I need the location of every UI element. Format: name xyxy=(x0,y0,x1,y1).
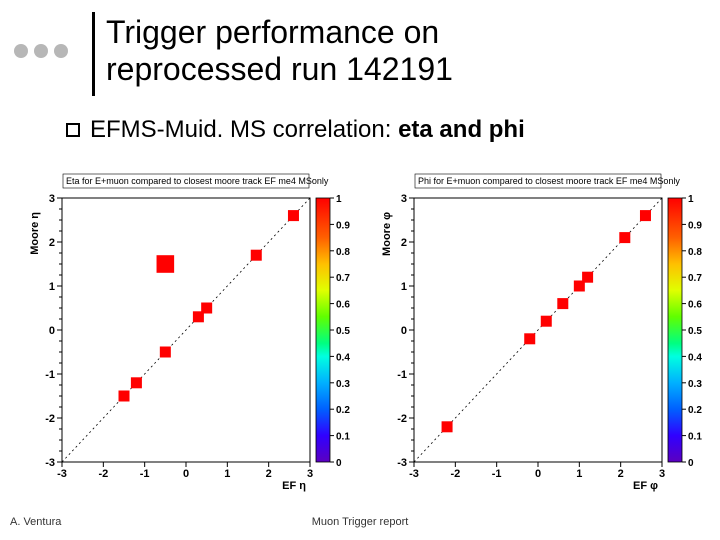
svg-text:1: 1 xyxy=(224,468,230,480)
svg-text:-3: -3 xyxy=(45,457,55,469)
svg-text:0.9: 0.9 xyxy=(336,220,350,231)
svg-text:0.2: 0.2 xyxy=(336,405,350,416)
svg-text:2: 2 xyxy=(401,237,407,249)
chart-phi: Phi for E+muon compared to closest moore… xyxy=(374,168,716,498)
svg-text:3: 3 xyxy=(307,468,313,480)
svg-text:0.4: 0.4 xyxy=(336,352,350,363)
svg-text:3: 3 xyxy=(401,193,407,205)
svg-text:0.4: 0.4 xyxy=(688,352,702,363)
svg-text:0.7: 0.7 xyxy=(336,273,350,284)
svg-text:0.2: 0.2 xyxy=(688,405,702,416)
svg-text:0.7: 0.7 xyxy=(688,273,702,284)
svg-text:0.6: 0.6 xyxy=(336,300,350,311)
title-line1: Trigger performance on xyxy=(106,14,439,50)
svg-text:-1: -1 xyxy=(140,468,150,480)
svg-text:-2: -2 xyxy=(397,413,407,425)
svg-text:0: 0 xyxy=(535,468,541,480)
bullet-row: EFMS-Muid. MS correlation: eta and phi xyxy=(66,116,525,144)
svg-text:0: 0 xyxy=(688,458,694,469)
footer-report: Muon Trigger report xyxy=(312,516,409,528)
svg-text:0.8: 0.8 xyxy=(688,247,702,258)
header-divider xyxy=(92,12,95,96)
dot-icon xyxy=(14,44,28,58)
svg-text:Moore φ: Moore φ xyxy=(381,212,393,256)
svg-text:0.3: 0.3 xyxy=(688,379,702,390)
slide-header: Trigger performance on reprocessed run 1… xyxy=(0,8,720,108)
svg-text:1: 1 xyxy=(401,281,407,293)
subtitle-prefix: EFMS-Muid. MS correlation: xyxy=(90,116,398,143)
svg-text:2: 2 xyxy=(618,468,624,480)
svg-text:0: 0 xyxy=(336,458,342,469)
svg-text:1: 1 xyxy=(576,468,582,480)
svg-text:0.1: 0.1 xyxy=(336,432,350,443)
footer: A. Ventura Muon Trigger report xyxy=(0,516,720,534)
svg-text:0.5: 0.5 xyxy=(336,326,350,337)
svg-text:-3: -3 xyxy=(57,468,67,480)
svg-text:0.9: 0.9 xyxy=(688,220,702,231)
svg-text:1: 1 xyxy=(49,281,55,293)
svg-text:1: 1 xyxy=(336,194,342,205)
svg-text:0.6: 0.6 xyxy=(688,300,702,311)
svg-text:0: 0 xyxy=(401,325,407,337)
dot-icon xyxy=(34,44,48,58)
svg-text:Eta for E+muon compared to clo: Eta for E+muon compared to closest moore… xyxy=(66,176,329,186)
svg-text:0.5: 0.5 xyxy=(688,326,702,337)
svg-text:-2: -2 xyxy=(450,468,460,480)
subtitle: EFMS-Muid. MS correlation: eta and phi xyxy=(90,116,525,144)
svg-text:-3: -3 xyxy=(397,457,407,469)
svg-text:0.1: 0.1 xyxy=(688,432,702,443)
svg-text:EF φ: EF φ xyxy=(633,480,658,492)
dot-icon xyxy=(54,44,68,58)
footer-author: A. Ventura xyxy=(10,516,61,528)
svg-text:0.8: 0.8 xyxy=(336,247,350,258)
svg-text:Moore η: Moore η xyxy=(29,212,41,255)
svg-text:-3: -3 xyxy=(409,468,419,480)
svg-text:2: 2 xyxy=(266,468,272,480)
svg-text:3: 3 xyxy=(659,468,665,480)
svg-text:0: 0 xyxy=(49,325,55,337)
svg-text:2: 2 xyxy=(49,237,55,249)
header-dots xyxy=(14,44,68,58)
slide-title: Trigger performance on reprocessed run 1… xyxy=(106,14,453,88)
chart-eta: Eta for E+muon compared to closest moore… xyxy=(22,168,364,498)
charts-row: Eta for E+muon compared to closest moore… xyxy=(22,168,716,498)
subtitle-bold: eta and phi xyxy=(398,116,525,143)
svg-text:-2: -2 xyxy=(98,468,108,480)
svg-text:-1: -1 xyxy=(397,369,407,381)
svg-text:0.3: 0.3 xyxy=(336,379,350,390)
svg-text:1: 1 xyxy=(688,194,694,205)
title-line2: reprocessed run 142191 xyxy=(106,51,453,87)
svg-text:-1: -1 xyxy=(45,369,55,381)
svg-text:Phi for E+muon compared to clo: Phi for E+muon compared to closest moore… xyxy=(418,176,680,186)
svg-text:-1: -1 xyxy=(492,468,502,480)
svg-text:3: 3 xyxy=(49,193,55,205)
svg-text:0: 0 xyxy=(183,468,189,480)
bullet-icon xyxy=(66,123,80,137)
svg-text:EF η: EF η xyxy=(282,480,306,492)
svg-text:-2: -2 xyxy=(45,413,55,425)
